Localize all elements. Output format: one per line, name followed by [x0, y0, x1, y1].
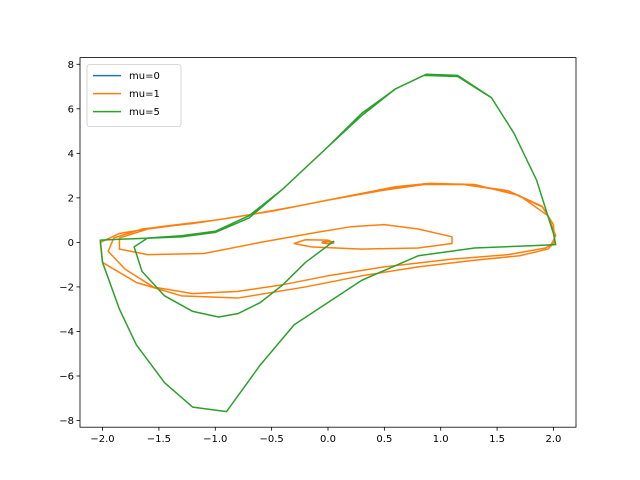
series-line-mu-5: [99, 73, 557, 413]
y-tick-label: 0: [68, 238, 74, 249]
y-tick-label: 8: [68, 60, 74, 71]
x-tick-label: 0.5: [376, 434, 392, 445]
x-tick-label: 1.5: [489, 434, 505, 445]
y-tick-label: 2: [68, 193, 74, 204]
x-tick-label: −2.0: [90, 434, 114, 445]
series-layer: [99, 73, 557, 413]
x-tick-label: 2.0: [546, 434, 562, 445]
y-axis: −8 −6 −4 −2 0 2 4 6 8: [59, 60, 80, 427]
series-line-mu-1: [99, 182, 557, 299]
y-tick-label: −2: [59, 282, 74, 293]
x-tick-label: 1.0: [433, 434, 449, 445]
x-tick-label: 0.0: [320, 434, 336, 445]
legend: mu=0 mu=1 mu=5: [86, 64, 182, 127]
y-tick-label: −8: [59, 416, 74, 427]
x-tick-label: −1.5: [147, 434, 171, 445]
y-tick-label: −6: [59, 371, 74, 382]
y-tick-label: 6: [68, 104, 74, 115]
y-tick-label: 4: [68, 149, 74, 160]
y-tick-label: −4: [59, 327, 74, 338]
legend-label: mu=1: [129, 89, 160, 100]
x-tick-label: −0.5: [259, 434, 283, 445]
legend-label: mu=5: [129, 107, 160, 118]
x-tick-label: −1.0: [203, 434, 227, 445]
x-axis: −2.0 −1.5 −1.0 −0.5 0.0 0.5 1.0 1.5 2.0: [90, 427, 561, 445]
legend-label: mu=0: [129, 71, 160, 82]
